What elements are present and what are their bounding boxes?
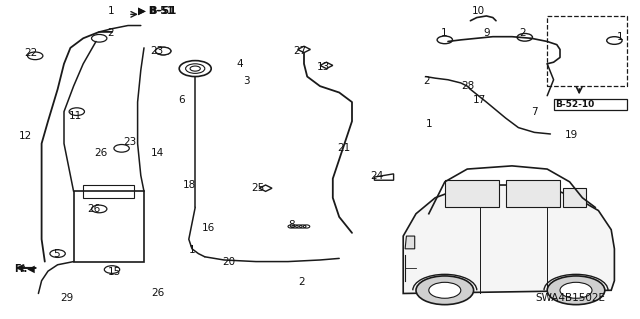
Text: Fr.◀: Fr.◀ — [14, 264, 35, 274]
Text: B-52-10: B-52-10 — [555, 100, 594, 109]
Circle shape — [104, 266, 120, 273]
Text: ▶ B-51: ▶ B-51 — [138, 6, 176, 16]
Text: 28: 28 — [461, 81, 474, 91]
Text: 6: 6 — [178, 95, 184, 106]
Text: 1: 1 — [440, 28, 447, 39]
Text: 23: 23 — [123, 137, 136, 147]
Text: SWA4B1502E: SWA4B1502E — [535, 293, 605, 303]
Polygon shape — [320, 62, 333, 69]
Text: 17: 17 — [472, 95, 486, 106]
Text: 8: 8 — [288, 220, 294, 230]
Text: 18: 18 — [182, 180, 196, 190]
Bar — [554, 99, 627, 110]
Text: 2: 2 — [520, 28, 526, 39]
Text: 19: 19 — [564, 130, 578, 140]
Circle shape — [114, 145, 129, 152]
Text: 2: 2 — [108, 28, 114, 39]
Text: 26: 26 — [151, 288, 164, 298]
Text: 1: 1 — [108, 6, 114, 16]
Bar — [563, 188, 586, 207]
Text: 1: 1 — [616, 32, 623, 42]
Text: 2: 2 — [424, 76, 430, 86]
Circle shape — [560, 282, 592, 298]
Circle shape — [416, 276, 474, 305]
Circle shape — [69, 108, 84, 115]
Text: 12: 12 — [19, 130, 33, 141]
Circle shape — [607, 37, 622, 44]
Text: 1: 1 — [189, 245, 195, 256]
Text: 16: 16 — [202, 223, 216, 233]
Text: 27: 27 — [293, 46, 307, 56]
Circle shape — [517, 33, 532, 41]
Circle shape — [179, 61, 211, 77]
Circle shape — [92, 34, 107, 42]
Text: 20: 20 — [223, 256, 236, 267]
Text: 9: 9 — [484, 28, 490, 39]
Bar — [83, 185, 134, 198]
Circle shape — [156, 47, 171, 55]
Circle shape — [92, 205, 107, 213]
Text: 26: 26 — [87, 204, 100, 214]
Text: 22: 22 — [24, 48, 38, 58]
Text: 2: 2 — [298, 277, 305, 287]
Circle shape — [437, 36, 452, 44]
Text: 29: 29 — [60, 293, 74, 303]
Text: 13: 13 — [317, 62, 330, 72]
Polygon shape — [405, 236, 415, 249]
Text: 5: 5 — [53, 249, 60, 259]
Polygon shape — [298, 46, 310, 53]
Bar — [445, 180, 499, 207]
Text: 15: 15 — [108, 267, 121, 277]
Bar — [547, 16, 627, 86]
Text: 11: 11 — [69, 111, 83, 122]
Text: 14: 14 — [150, 148, 164, 158]
Text: 4: 4 — [237, 59, 243, 69]
Bar — [74, 191, 144, 262]
Text: 26: 26 — [95, 148, 108, 158]
Circle shape — [28, 52, 43, 60]
Circle shape — [429, 282, 461, 298]
Text: 3: 3 — [243, 76, 250, 86]
Text: 25: 25 — [251, 183, 264, 193]
Text: 24: 24 — [370, 171, 383, 182]
Text: 21: 21 — [337, 143, 351, 153]
Circle shape — [547, 276, 605, 305]
Circle shape — [50, 250, 65, 257]
Text: ▶ B-51: ▶ B-51 — [138, 6, 173, 16]
Polygon shape — [259, 185, 272, 191]
Text: 23: 23 — [150, 46, 163, 56]
Text: 10: 10 — [472, 6, 485, 16]
Text: 7: 7 — [531, 107, 538, 117]
Circle shape — [156, 47, 171, 55]
Polygon shape — [374, 174, 394, 180]
Text: 1: 1 — [426, 119, 432, 130]
Polygon shape — [403, 185, 614, 293]
Bar — [506, 180, 560, 207]
